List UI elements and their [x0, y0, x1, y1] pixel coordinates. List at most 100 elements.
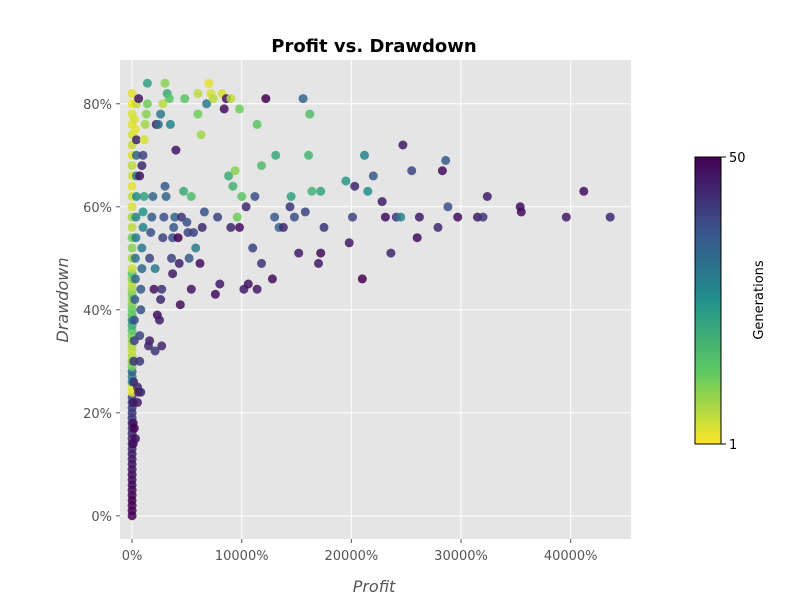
scatter-point — [138, 222, 148, 232]
scatter-point — [139, 192, 149, 201]
scatter-point — [228, 181, 238, 191]
scatter-point — [368, 171, 378, 181]
scatter-point — [164, 94, 174, 104]
scatter-point — [407, 166, 417, 176]
scatter-point — [136, 284, 146, 294]
scatter-point — [414, 212, 424, 222]
scatter-point — [137, 161, 147, 171]
scatter-point — [443, 202, 453, 212]
chart-title: Profit vs. Drawdown — [271, 36, 477, 57]
scatter-point — [133, 398, 142, 407]
scatter-point — [180, 94, 190, 104]
scatter-point — [147, 212, 157, 222]
scatter-point — [127, 181, 137, 191]
scatter-point — [127, 89, 137, 98]
scatter-point — [270, 212, 280, 222]
x-tick-label: 20000% — [325, 549, 379, 564]
scatter-point — [155, 315, 164, 325]
scatter-point — [171, 145, 181, 155]
scatter-point — [213, 212, 223, 222]
scatter-point — [174, 258, 184, 268]
scatter-point — [127, 243, 137, 253]
scatter-point — [208, 94, 218, 104]
scatter-point — [127, 222, 137, 232]
y-axis-label: Drawdown — [53, 258, 72, 343]
scatter-point — [127, 161, 137, 171]
scatter-point — [131, 192, 141, 201]
scatter-point — [357, 274, 367, 284]
scatter-point — [159, 212, 169, 222]
scatter-point — [135, 356, 145, 366]
scatter-point — [130, 274, 140, 284]
scatter-point — [386, 248, 396, 258]
scatter-point — [307, 186, 317, 196]
scatter-point — [348, 212, 357, 222]
scatter-point — [199, 207, 209, 217]
scatter-point — [131, 150, 141, 160]
scatter-point — [131, 135, 141, 145]
scatter-point — [605, 212, 615, 222]
scatter-point — [294, 248, 304, 258]
scatter-point — [202, 99, 212, 109]
scatter-point — [161, 192, 171, 201]
scatter-point — [237, 192, 247, 201]
scatter-point — [350, 181, 360, 191]
scatter-point — [252, 119, 262, 129]
scatter-point — [195, 258, 205, 268]
scatter-point — [257, 161, 266, 171]
scatter-point — [160, 181, 170, 191]
scatter-point — [516, 207, 526, 217]
scatter-point — [148, 192, 158, 201]
scatter-point — [305, 109, 315, 119]
scatter-point — [186, 192, 196, 201]
scatter-point — [149, 284, 159, 294]
scatter-point — [300, 207, 310, 217]
scatter-point — [380, 212, 390, 222]
scatter-point — [158, 99, 168, 109]
colorbar-min-label: 1 — [729, 438, 737, 453]
scatter-point — [363, 186, 373, 196]
scatter-point — [230, 166, 240, 176]
scatter-point — [139, 135, 149, 145]
y-tick-label: 20% — [83, 407, 112, 422]
colorbar-max-label: 50 — [729, 151, 746, 166]
scatter-point — [441, 155, 451, 165]
scatter-point — [167, 253, 176, 263]
scatter-point — [319, 222, 329, 232]
scatter-point — [165, 119, 175, 129]
scatter-point — [360, 150, 369, 160]
scatter-point — [433, 222, 443, 232]
scatter-point — [235, 222, 244, 232]
x-axis-ticks: 0% 10000% 20000% 30000% 40000% — [122, 539, 598, 564]
scatter-point — [134, 94, 144, 104]
scatter-point — [129, 423, 139, 433]
scatter-point — [136, 305, 146, 315]
scatter-point — [182, 217, 192, 227]
scatter-point — [129, 114, 139, 124]
scatter-point — [150, 264, 160, 274]
scatter-point — [157, 284, 167, 294]
scatter-point — [144, 341, 153, 351]
scatter-point — [285, 202, 295, 212]
scatter-point — [398, 140, 408, 150]
scatter-point — [193, 89, 203, 98]
x-tick-label: 30000% — [434, 549, 488, 564]
scatter-point — [304, 150, 314, 160]
scatter-point — [257, 258, 266, 268]
scatter-point — [314, 258, 323, 268]
scatter-point — [196, 130, 206, 140]
y-tick-label: 0% — [91, 510, 112, 525]
x-axis-label: Profit — [353, 577, 396, 596]
scatter-point — [482, 192, 492, 201]
scatter-point — [156, 109, 166, 119]
scatter-point — [412, 233, 422, 243]
scatter-point — [135, 331, 145, 341]
scatter-point — [561, 212, 571, 222]
scatter-point — [130, 295, 140, 304]
scatter-point — [579, 186, 589, 196]
scatter-point — [169, 222, 179, 232]
scatter-point — [184, 253, 194, 263]
scatter-point — [127, 202, 137, 212]
scatter-point — [130, 125, 140, 134]
scatter-point — [135, 171, 145, 181]
